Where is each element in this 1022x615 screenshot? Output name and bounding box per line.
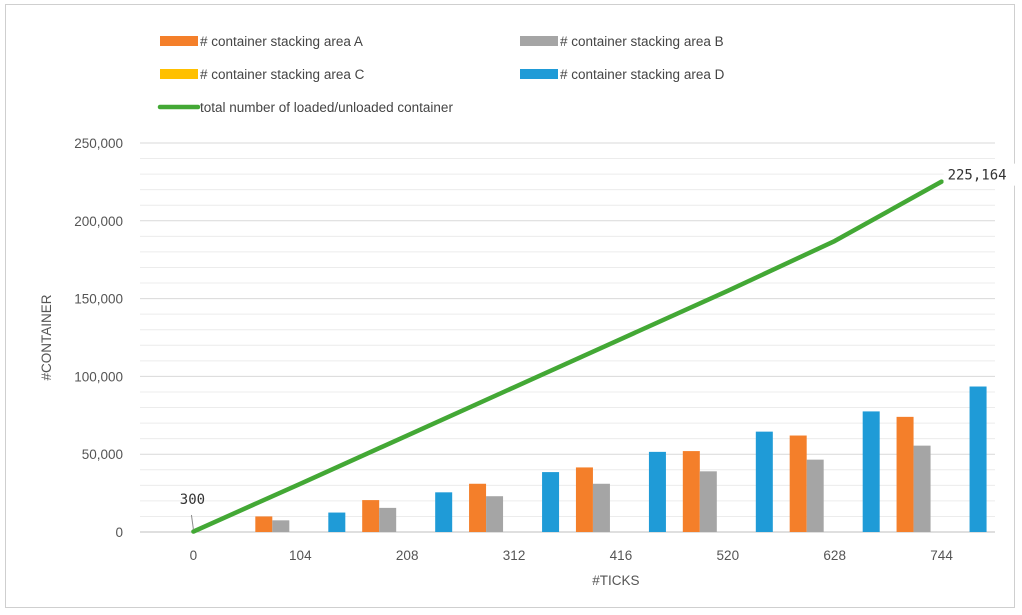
bar-d-2 xyxy=(435,492,453,532)
x-tick-label: 416 xyxy=(610,548,633,563)
total-line xyxy=(191,179,944,534)
bar-d-6 xyxy=(862,411,880,532)
bar-d-1 xyxy=(328,512,346,532)
y-tick-label: 250,000 xyxy=(74,136,123,151)
legend-label-0: # container stacking area A xyxy=(200,34,363,49)
annotation-start-label: 300 xyxy=(180,492,205,508)
bar-a-3 xyxy=(469,483,487,532)
bar-a-1 xyxy=(255,516,273,532)
x-tick-label: 312 xyxy=(503,548,526,563)
legend-label-4: total number of loaded/unloaded containe… xyxy=(200,100,453,115)
y-tick-label: 0 xyxy=(115,525,123,540)
bar-b-7 xyxy=(913,445,931,532)
bar-b-5 xyxy=(699,471,717,532)
bar-b-3 xyxy=(486,496,504,532)
legend-label-3: # container stacking area D xyxy=(560,67,725,82)
legend-swatch-3 xyxy=(520,69,558,79)
bar-d-3 xyxy=(542,472,560,532)
annotation-end-label: 225,164 xyxy=(948,168,1007,184)
annotation-leader-line xyxy=(190,514,194,530)
legend-swatch-0 xyxy=(160,36,198,46)
bar-a-6 xyxy=(789,435,807,532)
x-tick-label: 520 xyxy=(717,548,740,563)
bar-b-1 xyxy=(272,520,290,532)
annotation-end-label-bg xyxy=(943,163,1022,186)
x-tick-label: 744 xyxy=(930,548,953,563)
x-axis-title: #TICKS xyxy=(592,573,639,588)
bar-d-7 xyxy=(969,386,987,532)
x-tick-label: 208 xyxy=(396,548,419,563)
x-tick-label: 0 xyxy=(190,548,198,563)
y-tick-label: 200,000 xyxy=(74,214,123,229)
bar-b-4 xyxy=(592,483,610,532)
bar-a-4 xyxy=(575,467,593,532)
bar-b-2 xyxy=(379,507,397,532)
y-axis-title: #CONTAINER xyxy=(39,294,54,380)
chart-frame xyxy=(5,4,1015,608)
y-tick-label: 50,000 xyxy=(82,447,123,462)
bar-d-4 xyxy=(648,451,666,532)
legend-label-2: # container stacking area C xyxy=(200,67,365,82)
bar-a-5 xyxy=(682,451,700,532)
bar-d-5 xyxy=(755,431,773,532)
y-tick-label: 100,000 xyxy=(74,369,123,384)
x-tick-label: 628 xyxy=(823,548,846,563)
bar-a-2 xyxy=(362,500,380,532)
legend-swatch-1 xyxy=(520,36,558,46)
legend-swatch-2 xyxy=(160,69,198,79)
bar-b-6 xyxy=(806,459,824,532)
x-tick-label: 104 xyxy=(289,548,312,563)
bar-a-7 xyxy=(896,416,914,532)
y-tick-label: 150,000 xyxy=(74,292,123,307)
legend-label-1: # container stacking area B xyxy=(560,34,724,49)
